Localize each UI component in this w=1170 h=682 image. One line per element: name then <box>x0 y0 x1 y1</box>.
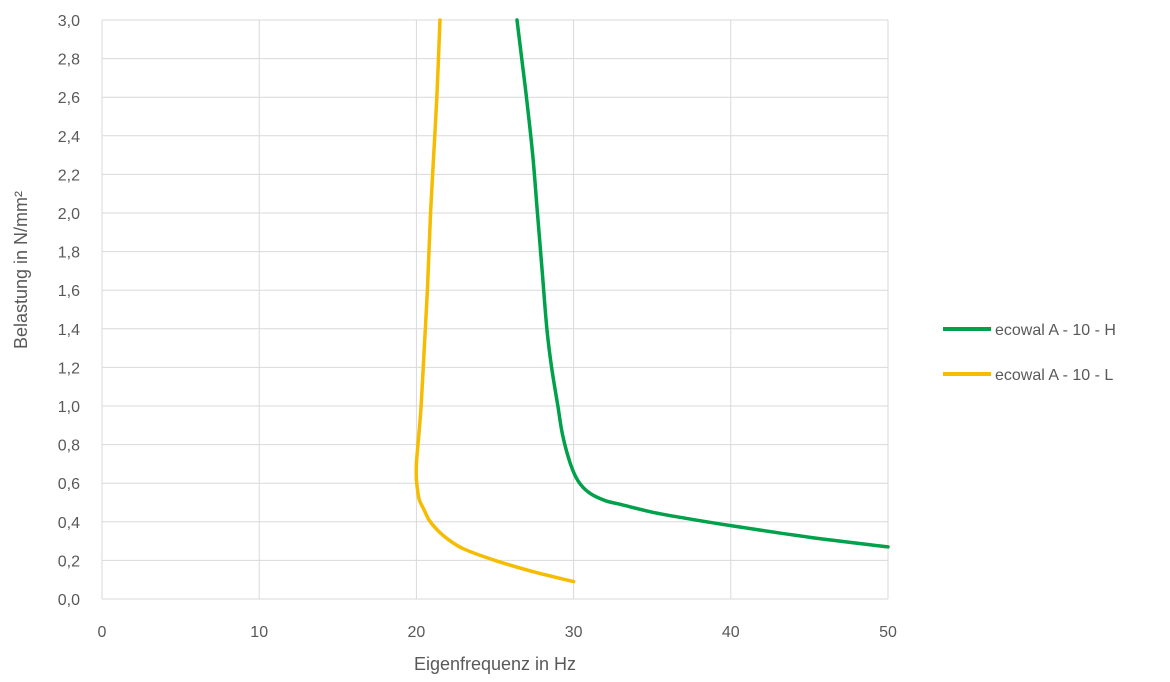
y-tick-label: 0,4 <box>58 515 80 532</box>
y-axis-tick-labels: 0,0 0,2 0,4 0,6 0,8 1,0 1,2 1,4 1,6 1,8 2,0 2,2 2,4 2… <box>58 13 80 609</box>
y-tick-label: 2,6 <box>58 90 80 107</box>
y-tick-label: 1,6 <box>58 283 80 300</box>
y-axis-title: Belastung in N/mm² <box>11 191 31 349</box>
x-axis-title: Eigenfrequenz in Hz <box>414 654 576 674</box>
y-tick-label: 0,0 <box>58 592 80 609</box>
x-tick-label: 50 <box>879 624 897 641</box>
y-tick-label: 0,6 <box>58 476 80 493</box>
y-tick-label: 3,0 <box>58 13 80 30</box>
y-tick-label: 1,8 <box>58 245 80 262</box>
legend-label-l: ecowal A - 10 - L <box>995 367 1113 384</box>
x-tick-label: 10 <box>250 624 268 641</box>
x-tick-label: 40 <box>722 624 740 641</box>
y-tick-label: 2,0 <box>58 206 80 223</box>
horizontal-gridlines <box>102 19 888 600</box>
legend-label-h: ecowal A - 10 - H <box>995 322 1116 339</box>
series-line-h <box>515 18 890 549</box>
series-layer <box>414 18 890 584</box>
legend-item-l: ecowal A - 10 - L <box>943 367 1113 384</box>
y-tick-label: 1,4 <box>58 322 80 339</box>
y-tick-label: 2,2 <box>58 167 80 184</box>
x-tick-label: 0 <box>98 624 107 641</box>
series-line-l <box>414 18 576 584</box>
vertical-gridlines <box>101 20 889 599</box>
y-tick-label: 0,8 <box>58 438 80 455</box>
y-tick-label: 2,8 <box>58 52 80 69</box>
y-tick-label: 1,2 <box>58 360 80 377</box>
legend: ecowal A - 10 - H ecowal A - 10 - L <box>943 322 1116 384</box>
legend-item-h: ecowal A - 10 - H <box>943 322 1116 339</box>
x-axis-tick-labels: 0 10 20 30 40 50 <box>98 624 897 641</box>
y-tick-label: 2,4 <box>58 129 80 146</box>
y-tick-label: 1,0 <box>58 399 80 416</box>
x-tick-label: 30 <box>565 624 583 641</box>
x-tick-label: 20 <box>408 624 426 641</box>
y-tick-label: 0,2 <box>58 553 80 570</box>
